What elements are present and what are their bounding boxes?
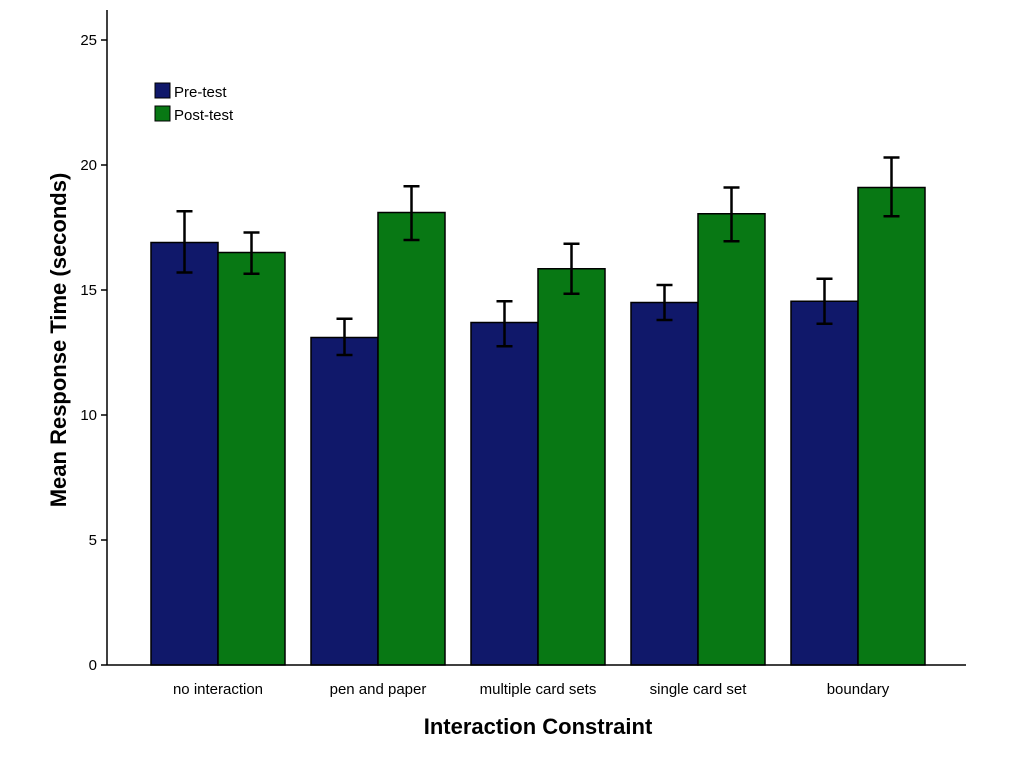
x-axis-title: Interaction Constraint <box>424 714 653 739</box>
bar-pre-test-3 <box>630 301 699 666</box>
x-tick-label: no interaction <box>173 681 263 698</box>
bar-post-test-3 <box>697 213 766 666</box>
legend-swatch-post-test <box>154 105 171 122</box>
y-ticks: 0 5 10 15 20 25 <box>80 32 107 674</box>
legend: Pre-test Post-test <box>154 82 234 124</box>
y-axis-title: Mean Response Time (seconds) <box>46 173 71 508</box>
legend-label-pre-test: Pre-test <box>174 84 227 101</box>
legend-swatch-pre-test <box>154 82 171 99</box>
y-tick-label: 5 <box>89 532 97 549</box>
y-tick-label: 0 <box>89 657 97 674</box>
x-tick-label: multiple card sets <box>480 681 597 698</box>
bar-post-test-1 <box>377 211 446 666</box>
bar-pre-test-1 <box>310 336 379 666</box>
bar-post-test-0 <box>217 251 286 666</box>
y-tick-label: 20 <box>80 157 97 174</box>
x-tick-label: boundary <box>827 681 890 698</box>
x-tick-labels: no interaction pen and paper multiple card… <box>173 681 890 698</box>
bar-post-test-4 <box>857 186 926 666</box>
axes <box>106 10 966 666</box>
bar-post-test-2 <box>537 268 606 666</box>
x-tick-label: pen and paper <box>330 681 427 698</box>
bar-pre-test-0 <box>150 241 219 666</box>
bar-pre-test-2 <box>470 321 539 666</box>
legend-label-post-test: Post-test <box>174 107 234 124</box>
x-tick-label: single card set <box>650 681 748 698</box>
error-bars-layer <box>176 156 900 357</box>
y-tick-label: 25 <box>80 32 97 49</box>
y-tick-label: 15 <box>80 282 97 299</box>
bar-pre-test-4 <box>790 300 859 666</box>
bars-layer <box>150 186 926 666</box>
y-tick-label: 10 <box>80 407 97 424</box>
